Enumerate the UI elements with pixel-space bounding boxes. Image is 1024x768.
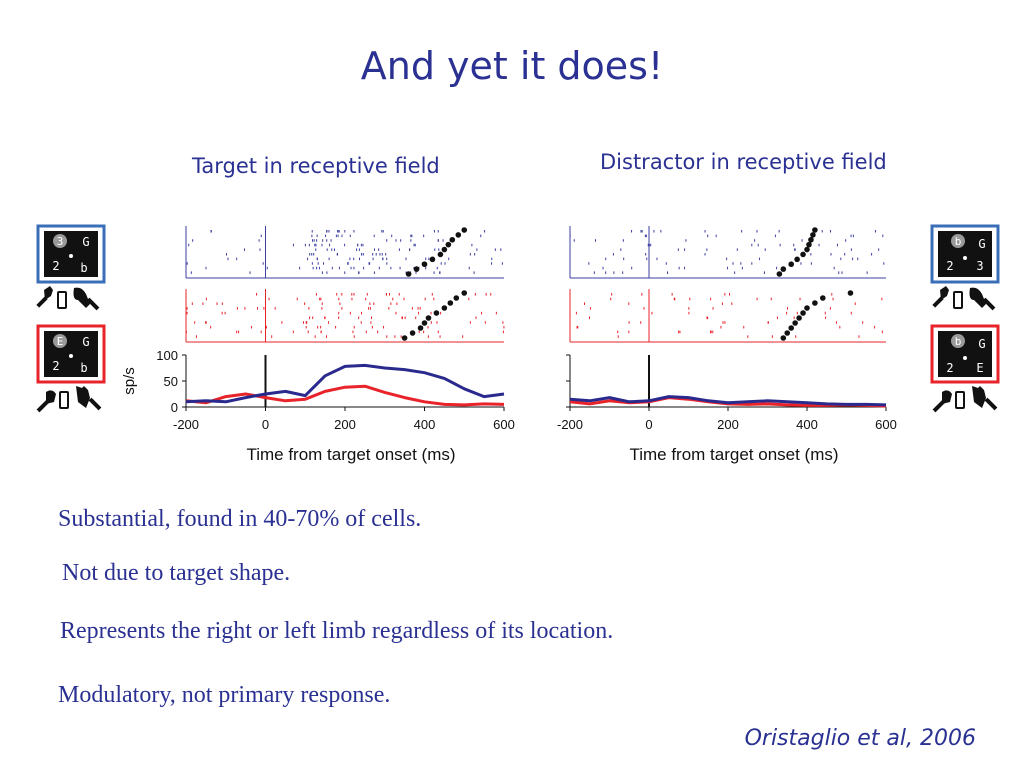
- response-marker: [820, 295, 826, 301]
- display-left-top-digit-1: 3: [57, 235, 64, 248]
- display-left-bottom-icon: E G 2 b: [36, 324, 106, 384]
- response-marker: [461, 227, 468, 233]
- response-marker: [455, 232, 462, 238]
- response-marker: [808, 236, 814, 243]
- left-raster-red: [185, 289, 505, 343]
- citation: Oristaglio et al, 2006: [744, 726, 976, 751]
- slide-title: And yet it does!: [360, 44, 664, 88]
- response-marker: [784, 330, 791, 336]
- y-axis-label: sp/s: [121, 367, 138, 395]
- y-tick-label: 100: [156, 348, 178, 363]
- response-marker: [413, 266, 420, 272]
- response-marker: [409, 330, 416, 336]
- response-marker: [796, 315, 802, 321]
- display-right-bottom-digit-1: b: [955, 335, 962, 348]
- response-marker: [421, 320, 428, 326]
- x-tick-label: 200: [717, 417, 739, 432]
- series-line-red: [185, 384, 505, 407]
- bullet-3: Represents the right or left limb regard…: [60, 618, 614, 644]
- display-right-bottom-digit-4: E: [976, 361, 983, 375]
- display-right-top-digit-3: 2: [946, 259, 953, 273]
- y-tick-label: 50: [164, 374, 178, 389]
- response-marker: [445, 241, 452, 248]
- response-marker: [812, 300, 818, 306]
- left-raster-blue: [185, 226, 504, 279]
- response-marker: [794, 256, 800, 263]
- response-marker: [792, 320, 798, 326]
- response-marker: [433, 310, 440, 316]
- y-tick-label: 0: [171, 400, 178, 415]
- series-line-blue: [569, 395, 887, 407]
- display-right-bottom-icon: b G 2 E: [930, 324, 1000, 384]
- display-left-top-digit-4: b: [80, 261, 87, 275]
- x-tick-label: 600: [493, 417, 515, 432]
- response-marker: [806, 241, 812, 248]
- x-tick-label: 600: [875, 417, 897, 432]
- response-marker: [405, 271, 412, 277]
- hand-bar-icon-left-top: [36, 286, 100, 311]
- bullet-2: Not due to target shape.: [62, 560, 291, 586]
- display-left-bottom-digit-1: E: [57, 335, 64, 348]
- response-marker: [417, 325, 424, 331]
- x-axis-label: Time from target onset (ms): [629, 445, 838, 464]
- response-marker: [780, 335, 787, 341]
- target-in-rf-chart: -200 0 200 400 600 0 50 100 Time from target ons…: [121, 226, 515, 464]
- response-marker: [429, 256, 436, 263]
- response-marker: [449, 236, 456, 243]
- response-marker: [788, 325, 794, 331]
- response-marker: [776, 271, 783, 277]
- display-left-bottom-digit-2: G: [82, 335, 89, 349]
- response-marker: [804, 305, 810, 311]
- hand-bar-icon-left-bottom: [36, 386, 102, 413]
- display-left-top-digit-2: G: [82, 235, 89, 249]
- display-right-top-icon: b G 2 3: [930, 224, 1000, 284]
- response-marker: [421, 261, 428, 268]
- display-right-top-digit-1: b: [955, 235, 962, 248]
- x-tick-label: 400: [796, 417, 818, 432]
- response-marker: [788, 261, 794, 268]
- response-marker: [800, 310, 806, 316]
- response-marker: [812, 227, 818, 233]
- distractor-in-rf-chart: -200 0 200 400 600 Time from target onset (ms…: [557, 226, 897, 464]
- response-marker: [461, 290, 468, 296]
- response-marker: [847, 290, 854, 296]
- display-left-bottom-digit-4: b: [80, 361, 87, 375]
- response-marker: [780, 266, 787, 272]
- response-marker: [437, 251, 444, 258]
- response-marker: [425, 315, 432, 321]
- display-left-bottom-digit-3: 2: [52, 359, 59, 373]
- left-panel-title: Target in receptive field: [192, 154, 440, 178]
- x-tick-label: 400: [414, 417, 436, 432]
- hand-bar-icon-right-top: [932, 286, 996, 311]
- right-raster-blue: [569, 226, 886, 279]
- x-tick-label: 0: [262, 417, 269, 432]
- response-marker: [447, 300, 454, 306]
- response-marker: [441, 246, 448, 253]
- x-tick-label: -200: [173, 417, 199, 432]
- display-right-bottom-digit-2: G: [978, 337, 985, 351]
- response-marker: [800, 251, 806, 258]
- display-left-top-icon: 3 G 2 b: [36, 224, 106, 284]
- x-tick-label: 200: [334, 417, 356, 432]
- response-marker: [401, 335, 408, 341]
- x-tick-label: 0: [645, 417, 652, 432]
- right-panel-title: Distractor in receptive field: [600, 150, 887, 174]
- x-tick-label: -200: [557, 417, 583, 432]
- x-axis-label: Time from target onset (ms): [246, 445, 455, 464]
- hand-bar-icon-right-bottom: [932, 386, 998, 413]
- left-psth-plot: -200 0 200 400 600 0 50 100 Time from target ons…: [121, 348, 515, 464]
- right-raster-red: [569, 289, 886, 343]
- display-right-top-digit-4: 3: [976, 259, 983, 273]
- display-left-top-digit-3: 2: [52, 259, 59, 273]
- display-right-bottom-digit-3: 2: [946, 361, 953, 375]
- response-marker: [441, 305, 448, 311]
- response-marker: [804, 246, 810, 253]
- response-marker: [453, 295, 460, 301]
- response-marker: [810, 232, 816, 238]
- bullet-1: Substantial, found in 40-70% of cells.: [58, 506, 422, 532]
- display-right-top-digit-2: G: [978, 237, 985, 251]
- right-psth-plot: -200 0 200 400 600 Time from target onset (ms…: [557, 354, 897, 464]
- bullet-4: Modulatory, not primary response.: [58, 682, 391, 708]
